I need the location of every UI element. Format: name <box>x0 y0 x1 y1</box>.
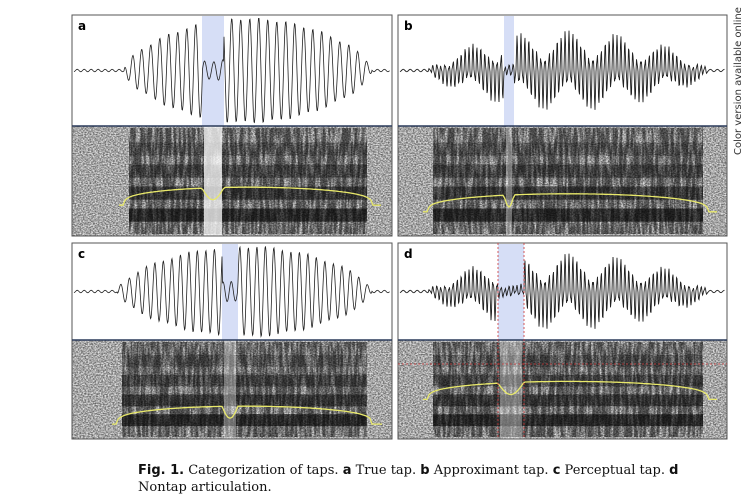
caption-text: Categorization of taps. <box>188 463 338 478</box>
caption-item-text: Approximant tap. <box>433 463 549 478</box>
panel-label: c <box>78 247 85 261</box>
voicing-streaks <box>122 342 367 437</box>
side-note: Color version available online <box>733 7 744 155</box>
waveform-box <box>71 14 393 127</box>
panel-label: b <box>404 19 413 33</box>
caption-line-1: Fig. 1. Categorization of taps. a True t… <box>138 463 678 478</box>
caption-line-2: Nontap articulation. <box>138 480 272 495</box>
caption-item-text: Nontap articulation. <box>138 480 272 495</box>
panel-label: d <box>404 247 413 261</box>
waveform <box>73 18 390 124</box>
tap-highlight <box>222 244 238 340</box>
caption-item-label: a <box>343 463 352 478</box>
voicing-streaks <box>433 128 703 234</box>
caption-item-text: Perceptual tap. <box>565 463 665 478</box>
tap-highlight <box>504 16 514 126</box>
tap-gap <box>204 126 222 236</box>
tap-gap <box>500 340 522 439</box>
tap-gap <box>506 126 512 236</box>
voicing-streaks <box>129 128 367 234</box>
waveform <box>73 245 390 338</box>
formant-curve <box>119 186 381 206</box>
formant-curve <box>112 405 382 425</box>
formant-curve <box>423 193 717 213</box>
waveform <box>399 253 725 329</box>
voicing-streaks <box>433 342 703 437</box>
tap-highlight <box>202 16 224 126</box>
caption-item-label: b <box>420 463 429 478</box>
caption-item-text: True tap. <box>356 463 417 478</box>
formant-curve <box>423 380 717 401</box>
caption-label: Fig. 1. <box>138 463 184 478</box>
panel-label: a <box>78 19 86 33</box>
waveform <box>399 30 725 110</box>
caption-item-label: d <box>669 463 678 478</box>
caption-item-label: c <box>553 463 561 478</box>
tap-gap <box>224 340 236 439</box>
